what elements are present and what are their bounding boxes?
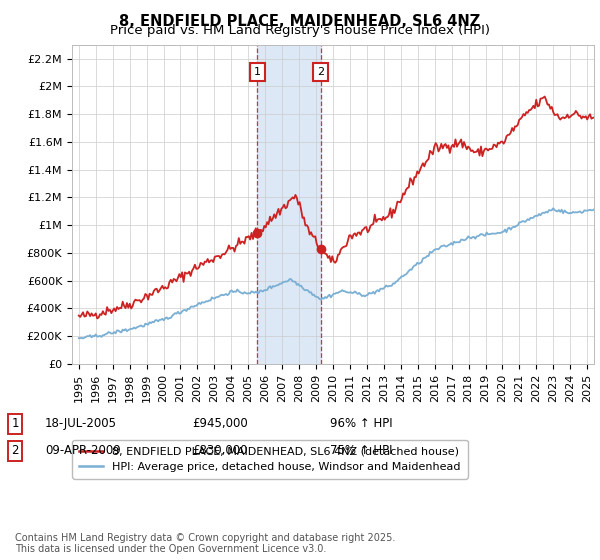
Text: 1: 1 bbox=[254, 67, 261, 77]
Text: 2: 2 bbox=[11, 444, 19, 458]
Text: £830,000: £830,000 bbox=[192, 444, 248, 458]
Text: 2: 2 bbox=[317, 67, 324, 77]
Text: Contains HM Land Registry data © Crown copyright and database right 2025.
This d: Contains HM Land Registry data © Crown c… bbox=[15, 533, 395, 554]
Text: 8, ENDFIELD PLACE, MAIDENHEAD, SL6 4NZ: 8, ENDFIELD PLACE, MAIDENHEAD, SL6 4NZ bbox=[119, 14, 481, 29]
Legend: 8, ENDFIELD PLACE, MAIDENHEAD, SL6 4NZ (detached house), HPI: Average price, det: 8, ENDFIELD PLACE, MAIDENHEAD, SL6 4NZ (… bbox=[73, 440, 467, 479]
Text: 1: 1 bbox=[11, 417, 19, 431]
Text: 09-APR-2009: 09-APR-2009 bbox=[45, 444, 121, 458]
Text: 75% ↑ HPI: 75% ↑ HPI bbox=[330, 444, 392, 458]
Text: £945,000: £945,000 bbox=[192, 417, 248, 431]
Text: Price paid vs. HM Land Registry's House Price Index (HPI): Price paid vs. HM Land Registry's House … bbox=[110, 24, 490, 37]
Bar bbox=[257, 45, 320, 364]
Text: 96% ↑ HPI: 96% ↑ HPI bbox=[330, 417, 392, 431]
Text: 18-JUL-2005: 18-JUL-2005 bbox=[45, 417, 117, 431]
